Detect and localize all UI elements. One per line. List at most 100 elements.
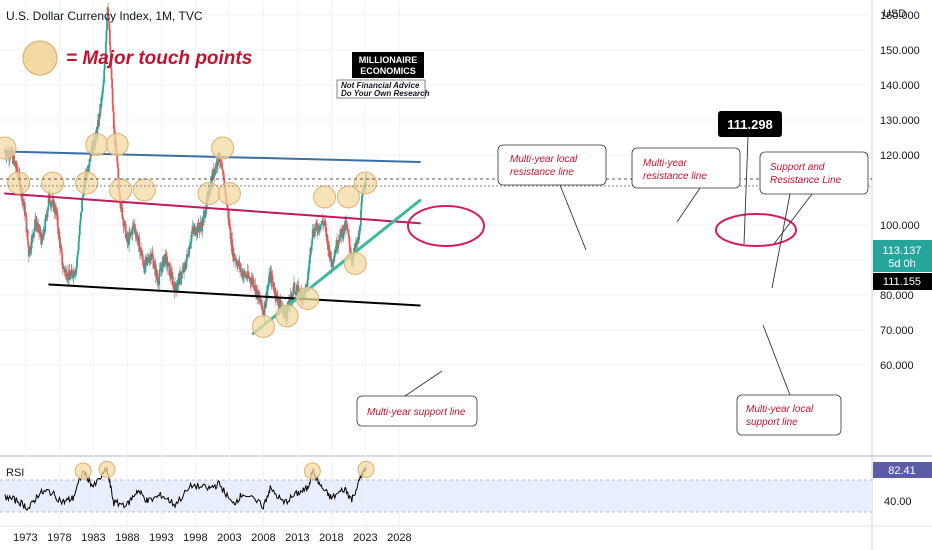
peak-callout[interactable]: 111.298 bbox=[718, 111, 782, 245]
touch-point bbox=[75, 171, 99, 195]
touch-point bbox=[217, 182, 241, 205]
logo-line1: MILLIONAIRE bbox=[359, 55, 418, 65]
candle-body bbox=[205, 209, 208, 215]
candle-body bbox=[333, 255, 336, 261]
candle-body bbox=[260, 299, 263, 307]
candle-body bbox=[77, 241, 80, 251]
candle-body bbox=[222, 170, 225, 176]
annotation-support-resistance[interactable]: Support and Resistance Line bbox=[759, 151, 869, 289]
touch-point bbox=[105, 133, 129, 156]
candle-body bbox=[234, 258, 236, 260]
candle-body bbox=[76, 254, 79, 259]
rsi-current-value: 82.41 bbox=[888, 465, 916, 477]
price-tick-label: 140.000 bbox=[880, 80, 920, 92]
candle-body bbox=[180, 272, 183, 279]
candle-body bbox=[250, 280, 253, 285]
candle-body bbox=[121, 207, 124, 219]
annotation-resistance[interactable]: Multi-year resistance line bbox=[631, 147, 741, 223]
candle-body bbox=[108, 29, 111, 46]
candle-body bbox=[337, 241, 340, 247]
candle-body bbox=[346, 224, 349, 230]
candle-body bbox=[261, 309, 264, 314]
candle-body bbox=[38, 224, 40, 233]
candle-body bbox=[103, 62, 106, 70]
candle-body bbox=[175, 287, 178, 291]
annotation-text: Multi-year local bbox=[510, 154, 578, 165]
candle-body bbox=[279, 298, 282, 310]
candle-body bbox=[14, 161, 17, 167]
candle-body bbox=[294, 291, 297, 294]
candle-body bbox=[329, 251, 332, 261]
candle-body bbox=[324, 225, 327, 229]
candle-body bbox=[239, 269, 242, 271]
candle-body bbox=[103, 69, 106, 83]
annotation-local-support[interactable]: Multi-year local support line bbox=[736, 324, 842, 436]
candle-body bbox=[216, 162, 218, 167]
candle-body bbox=[25, 212, 27, 217]
candle-body bbox=[47, 206, 49, 212]
candle-body bbox=[199, 226, 201, 231]
annotation-text: Multi-year bbox=[643, 158, 688, 169]
candle-body bbox=[59, 237, 61, 249]
candle-body bbox=[339, 229, 342, 235]
time-axis-ticks: 1973 1978 1983 1988 1993 1998 2003 2008 2013 2018… bbox=[13, 532, 411, 544]
candle-body bbox=[16, 163, 18, 171]
candle-body bbox=[271, 275, 274, 282]
candle-body bbox=[76, 258, 78, 268]
rsi-value-box bbox=[873, 462, 932, 478]
candle-body bbox=[13, 160, 16, 162]
candle-body bbox=[272, 283, 275, 290]
candle-body bbox=[104, 41, 107, 55]
candle-body bbox=[45, 215, 48, 217]
price-pane bbox=[0, 0, 872, 456]
candle-body bbox=[141, 254, 144, 260]
disclaimer-line1: Not Financial Advice bbox=[341, 81, 420, 90]
candle-body bbox=[308, 254, 311, 264]
touch-point bbox=[0, 136, 17, 160]
candle-body bbox=[145, 257, 147, 265]
candle-body bbox=[176, 285, 179, 288]
candle-body bbox=[77, 250, 79, 255]
price-tick-label: 60.000 bbox=[880, 360, 914, 372]
touch-point bbox=[353, 171, 377, 195]
candle-body bbox=[228, 218, 231, 227]
candle-body bbox=[42, 238, 44, 241]
touch-point bbox=[251, 315, 275, 338]
time-tick-label: 2023 bbox=[353, 532, 377, 544]
candle-body bbox=[113, 128, 116, 131]
candle-body bbox=[316, 225, 319, 231]
candle-body bbox=[53, 204, 56, 212]
candle-body bbox=[347, 230, 350, 236]
candle-body bbox=[171, 276, 174, 286]
candle-body bbox=[174, 283, 177, 288]
candle-body bbox=[214, 167, 217, 175]
candle-body bbox=[46, 211, 49, 218]
candle-body bbox=[100, 98, 103, 108]
candle-body bbox=[137, 236, 140, 238]
time-tick-label: 1978 bbox=[47, 532, 71, 544]
candle-body bbox=[152, 258, 155, 269]
annotation-text: resistance line bbox=[510, 167, 574, 178]
candle-body bbox=[257, 291, 260, 297]
candle-body bbox=[157, 279, 159, 286]
candle-body bbox=[346, 229, 349, 231]
annotation-support[interactable]: Multi-year support line bbox=[356, 370, 478, 427]
rsi-tick-40: 40.00 bbox=[884, 496, 912, 508]
candle-body bbox=[247, 271, 249, 277]
candle-body bbox=[190, 234, 193, 242]
candle-body bbox=[277, 300, 280, 306]
candle-body bbox=[58, 231, 61, 238]
candle-body bbox=[29, 246, 31, 255]
candle-body bbox=[192, 227, 195, 230]
candle-body bbox=[13, 155, 15, 161]
candle-body bbox=[326, 234, 329, 241]
candle-body bbox=[239, 263, 242, 270]
annotation-local-resistance[interactable]: Multi-year local resistance line bbox=[497, 144, 607, 251]
candle-body bbox=[278, 303, 281, 304]
horizontal-price-label: 111.155 bbox=[873, 273, 932, 290]
candle-body bbox=[60, 248, 63, 253]
annotation-text: Multi-year local bbox=[746, 404, 814, 415]
price-tick-label: 80.000 bbox=[880, 290, 914, 302]
horizontal-price-value: 111.155 bbox=[883, 276, 921, 288]
candle-body bbox=[129, 232, 132, 235]
